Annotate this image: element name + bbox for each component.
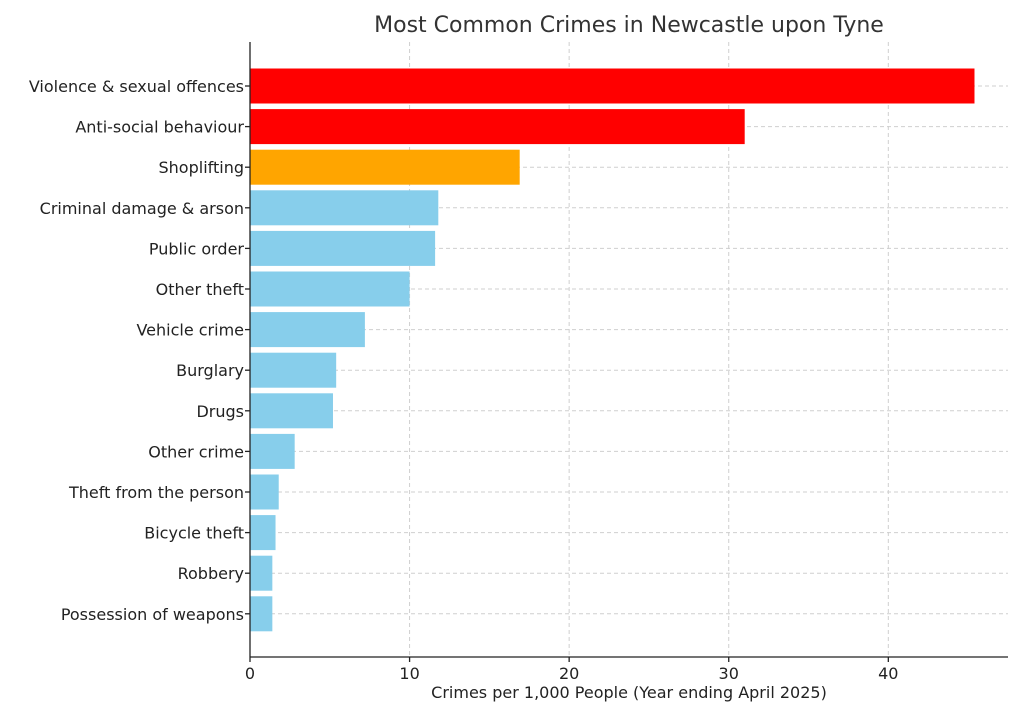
chart-title: Most Common Crimes in Newcastle upon Tyn… xyxy=(374,13,884,38)
x-axis-label: Crimes per 1,000 People (Year ending Apr… xyxy=(431,683,827,702)
bars xyxy=(250,68,975,632)
bar xyxy=(250,433,295,469)
x-tick-label: 0 xyxy=(245,664,255,683)
bar xyxy=(250,474,279,510)
bar xyxy=(250,393,333,429)
bar xyxy=(250,555,273,591)
category-label: Drugs xyxy=(196,402,244,421)
category-label: Burglary xyxy=(176,361,244,380)
category-label: Public order xyxy=(149,239,245,258)
category-label: Anti-social behaviour xyxy=(75,118,244,137)
category-label: Violence & sexual offences xyxy=(29,77,244,96)
bar xyxy=(250,312,365,348)
bar xyxy=(250,149,520,185)
x-tick-label: 20 xyxy=(559,664,579,683)
bar xyxy=(250,515,276,551)
bar xyxy=(250,230,436,266)
category-label: Bicycle theft xyxy=(144,524,244,543)
category-label: Other theft xyxy=(156,280,244,299)
x-tick-label: 30 xyxy=(719,664,739,683)
category-label: Vehicle crime xyxy=(136,321,244,340)
category-label: Other crime xyxy=(148,442,244,461)
category-labels: Violence & sexual offences Anti-social be… xyxy=(29,77,245,624)
axes xyxy=(249,42,1008,658)
category-label: Criminal damage & arson xyxy=(40,199,244,218)
category-label: Robbery xyxy=(178,564,244,583)
x-tick-label: 10 xyxy=(399,664,419,683)
category-label: Shoplifting xyxy=(159,158,245,177)
x-tick-labels: 0 10 20 30 40 xyxy=(245,85,898,683)
bar xyxy=(250,271,410,307)
bar xyxy=(250,352,337,388)
bar xyxy=(250,109,745,145)
bar xyxy=(250,68,975,104)
category-label: Theft from the person xyxy=(68,483,244,502)
x-tick-label: 40 xyxy=(878,664,898,683)
bar xyxy=(250,596,273,632)
category-label: Possession of weapons xyxy=(61,605,244,624)
bar xyxy=(250,190,439,226)
